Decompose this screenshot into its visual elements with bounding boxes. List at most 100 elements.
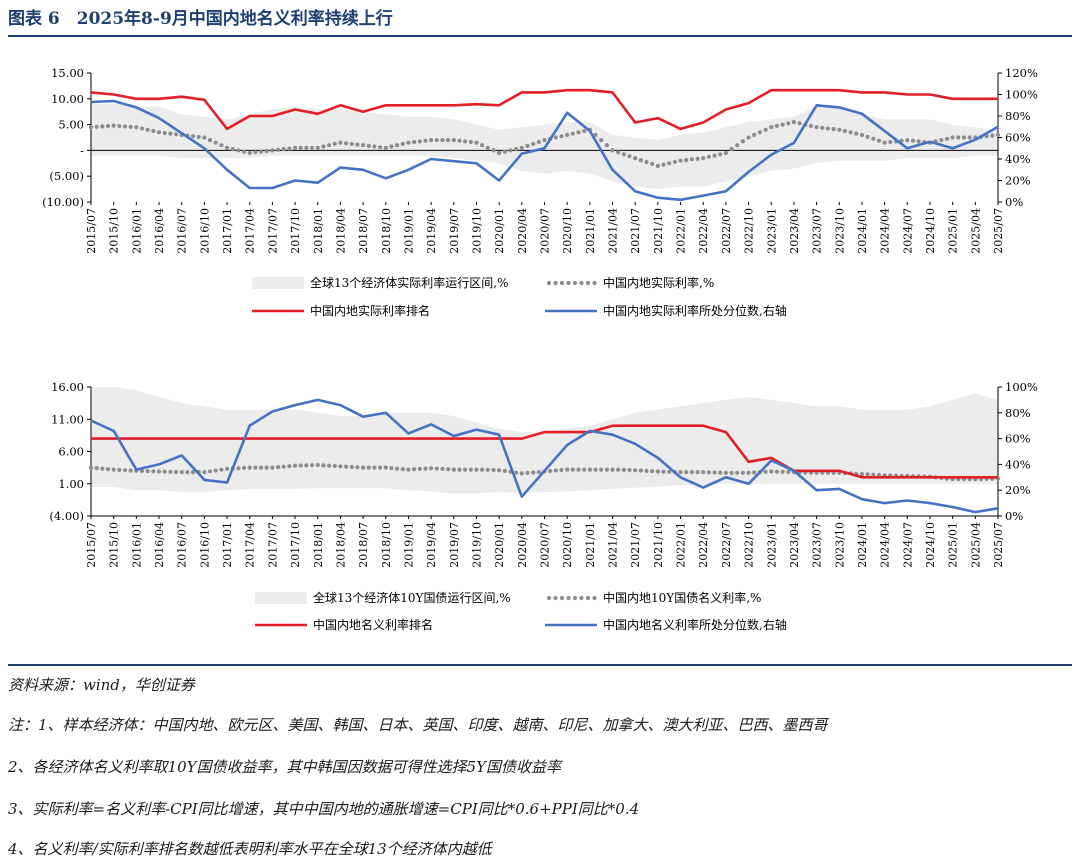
x-tick-label: 2018/07 [357,522,370,568]
dot-point [780,469,785,474]
dot-point [797,121,802,126]
x-tick-label: 2023/07 [811,208,824,254]
right-tick-label: 20% [1005,483,1031,497]
dot-point [695,470,700,475]
right-tick-label: 40% [1005,152,1031,166]
dot-point [412,467,417,472]
dot-point [859,472,865,477]
dot-point [281,464,286,469]
x-tick-label: 2025/04 [969,522,982,568]
dot-point [446,467,451,472]
dot-point [179,470,184,475]
percentile-line [90,99,999,202]
dot-point [389,144,394,149]
x-tick-label: 2023/01 [765,208,778,254]
left-tick-label: 6.00 [58,445,84,459]
dot-point [276,147,281,152]
dot-point [559,134,564,139]
percentile-line [90,398,999,514]
dot-point [769,125,774,130]
dot-point [593,132,598,137]
dot-point [610,467,615,472]
x-tick-label: 2018/10 [380,208,393,254]
dot-point [423,138,428,143]
dot-point [525,143,530,148]
dot-point [536,139,541,145]
dot-point [627,154,632,159]
x-tick-label: 2022/01 [675,522,688,568]
dot-point [207,469,213,474]
dot-point [684,470,689,475]
dot-point [463,139,468,144]
dot-point [808,123,814,128]
x-tick-label: 2017/07 [266,522,279,568]
dot-point [361,465,366,470]
dot-point [417,139,422,144]
dot-point [122,468,128,473]
dot-point [474,140,479,145]
dot-point [729,470,734,475]
right-tick-label: 60% [1005,131,1031,145]
dot-point [712,153,717,158]
dot-point [88,465,94,470]
dot-point [859,132,865,137]
dot-point [400,141,405,146]
dot-point [565,132,570,137]
dot-point [253,465,258,470]
dot-point [910,138,916,143]
note-3: 3、实际利率=名义利率-CPI同比增速，其中中国内地的通胀增速=CPI同比*0.… [8,800,640,818]
dot-point [638,468,644,473]
dot-point [168,469,173,474]
dot-point [939,138,944,143]
x-tick-label: 2019/04 [425,208,438,254]
x-tick-label: 2021/01 [584,522,597,568]
left-tick-label: (4.00) [49,509,84,523]
dot-point [497,468,502,473]
x-tick-label: 2022/10 [743,522,756,568]
legend-label: 中国内地实际利率所处分位数,右轴 [603,303,787,318]
dot-point [270,465,275,470]
dot-point [831,127,836,132]
left-tick-label: 1.00 [58,477,84,491]
legend-band-swatch [255,592,307,604]
dot-point [814,125,819,130]
x-tick-label: 2023/10 [833,522,846,568]
x-tick-label: 2021/10 [652,522,665,568]
dot-point [848,130,853,135]
x-tick-label: 2020/01 [493,208,506,254]
dot-point [429,466,434,471]
x-tick-label: 2024/04 [879,208,892,254]
dot-point [780,122,785,127]
dot-point [508,148,513,153]
x-tick-label: 2025/04 [969,208,982,254]
dot-point [400,467,405,472]
dot-point [100,466,105,471]
dot-point [230,147,235,152]
dot-point [916,139,921,144]
dot-point [327,463,332,468]
dot-point [463,467,468,472]
dot-point [570,467,575,472]
dot-point [168,131,173,136]
dot-point [196,134,201,139]
dot-point [502,149,507,154]
dot-point [128,468,133,473]
dot-point [723,150,729,156]
dot-point [242,149,247,154]
dot-point [105,467,111,472]
dot-point [553,468,558,473]
dot-point [361,143,366,148]
dot-point [769,469,774,474]
dot-point [298,463,303,468]
dot-point [213,468,218,473]
x-tick-label: 2020/07 [539,522,552,568]
dot-point [593,467,598,472]
dot-point [293,145,298,150]
x-tick-label: 2017/10 [289,522,302,568]
title-rule [8,35,1072,37]
dot-point [633,468,638,473]
dot-point [236,148,241,153]
dot-point [740,139,746,144]
dot-point [786,121,791,126]
dot-point [304,463,309,468]
